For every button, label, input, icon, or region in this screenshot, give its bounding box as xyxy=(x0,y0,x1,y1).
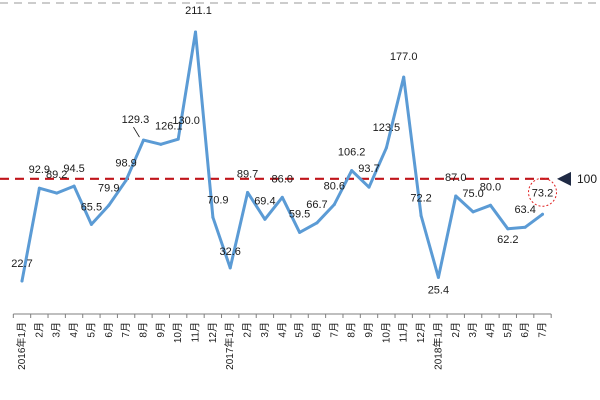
data-label: 106.2 xyxy=(338,147,366,159)
data-point xyxy=(332,202,336,206)
data-label: 32.6 xyxy=(219,246,240,258)
x-tick-label: 2月 xyxy=(242,322,254,338)
data-label: 80.6 xyxy=(324,180,345,192)
data-point xyxy=(141,138,145,142)
data-label: 89.7 xyxy=(237,168,258,180)
x-tick-label: 12月 xyxy=(415,322,427,343)
data-label: 89.2 xyxy=(46,169,67,181)
x-tick-label: 2016年1月 xyxy=(15,322,28,370)
data-point xyxy=(315,221,319,225)
data-point xyxy=(280,195,284,199)
data-label: 211.1 xyxy=(185,5,212,17)
data-point xyxy=(298,230,302,234)
x-tick-label: 6月 xyxy=(311,322,323,338)
data-label: 69.4 xyxy=(254,195,275,207)
reference-arrow-icon xyxy=(557,171,571,186)
data-label: 98.9 xyxy=(115,157,136,169)
label-leader-line xyxy=(133,126,140,138)
x-tick-label: 3月 xyxy=(51,322,63,338)
data-label: 62.2 xyxy=(497,234,518,246)
x-tick-label: 7月 xyxy=(537,322,549,338)
data-point xyxy=(246,190,250,194)
highlight-circle xyxy=(528,177,557,207)
data-label: 22.7 xyxy=(11,258,32,270)
x-tick-label: 2月 xyxy=(450,322,462,338)
data-point xyxy=(367,185,371,189)
x-tick-label: 4月 xyxy=(484,322,496,338)
data-label: 130.0 xyxy=(172,115,200,127)
data-label: 86.0 xyxy=(272,173,293,185)
data-label: 73.2 xyxy=(532,187,553,199)
data-point xyxy=(20,279,24,283)
x-tick-label: 9月 xyxy=(155,322,167,338)
data-label: 126.1 xyxy=(155,120,183,132)
data-label: 129.3 xyxy=(122,114,150,126)
data-point xyxy=(384,146,388,150)
x-tick-label: 2月 xyxy=(33,322,45,338)
x-tick-label: 9月 xyxy=(363,322,375,338)
data-label: 177.0 xyxy=(390,51,418,63)
x-tick-label: 6月 xyxy=(103,322,115,338)
x-tick-label: 4月 xyxy=(276,322,288,338)
reference-line-label: 100 xyxy=(577,172,597,186)
data-label: 123.5 xyxy=(373,122,401,134)
data-label: 87.0 xyxy=(445,172,466,184)
data-point xyxy=(419,214,423,218)
data-label: 80.0 xyxy=(480,181,501,193)
data-label: 72.2 xyxy=(410,193,431,205)
data-label: 79.9 xyxy=(98,182,119,194)
data-point xyxy=(37,186,41,190)
data-label: 59.5 xyxy=(289,208,310,220)
x-tick-label: 5月 xyxy=(294,322,306,338)
data-label: 93.7 xyxy=(358,163,379,175)
x-tick-label: 6月 xyxy=(519,322,531,338)
x-tick-label: 8月 xyxy=(137,322,149,338)
x-tick-label: 3月 xyxy=(467,322,479,338)
x-tick-label: 11月 xyxy=(398,322,410,342)
data-point xyxy=(541,212,544,216)
data-point xyxy=(488,203,492,207)
data-point xyxy=(228,266,232,270)
data-point xyxy=(454,194,458,198)
data-label: 25.4 xyxy=(428,284,449,296)
x-tick-label: 7月 xyxy=(120,322,132,338)
x-tick-label: 7月 xyxy=(328,322,340,338)
data-point xyxy=(72,184,76,188)
data-point xyxy=(55,191,59,195)
data-label: 75.0 xyxy=(462,188,483,200)
data-label: 63.4 xyxy=(514,204,535,216)
x-tick-label: 2017年1月 xyxy=(223,322,236,370)
data-label: 70.9 xyxy=(207,194,228,206)
data-label: 65.5 xyxy=(81,201,102,213)
data-point xyxy=(159,142,163,146)
data-point xyxy=(89,222,93,226)
data-point xyxy=(506,227,510,231)
data-point xyxy=(523,225,527,229)
data-point xyxy=(402,75,406,79)
x-tick-label: 5月 xyxy=(85,322,97,338)
x-tick-label: 12月 xyxy=(207,322,219,343)
data-point xyxy=(194,30,197,34)
x-tick-label: 11月 xyxy=(190,322,202,342)
data-point xyxy=(211,215,215,219)
data-point xyxy=(263,217,267,221)
series-line xyxy=(20,30,544,283)
x-tick-label: 4月 xyxy=(68,322,80,338)
data-point xyxy=(176,137,180,141)
x-tick-label: 10月 xyxy=(380,322,392,343)
x-tick-label: 8月 xyxy=(346,322,358,338)
data-point xyxy=(436,275,440,279)
data-label: 94.5 xyxy=(63,163,84,175)
data-point xyxy=(124,178,128,182)
x-tick-label: 2018年1月 xyxy=(431,322,444,370)
x-tick-label: 10月 xyxy=(172,322,184,343)
data-point xyxy=(350,169,354,173)
data-point xyxy=(107,203,111,207)
data-label: 66.7 xyxy=(306,199,327,211)
data-label: 92.9 xyxy=(29,164,50,176)
x-tick-label: 3月 xyxy=(259,322,271,338)
data-point xyxy=(471,210,475,214)
x-tick-label: 5月 xyxy=(502,322,514,338)
